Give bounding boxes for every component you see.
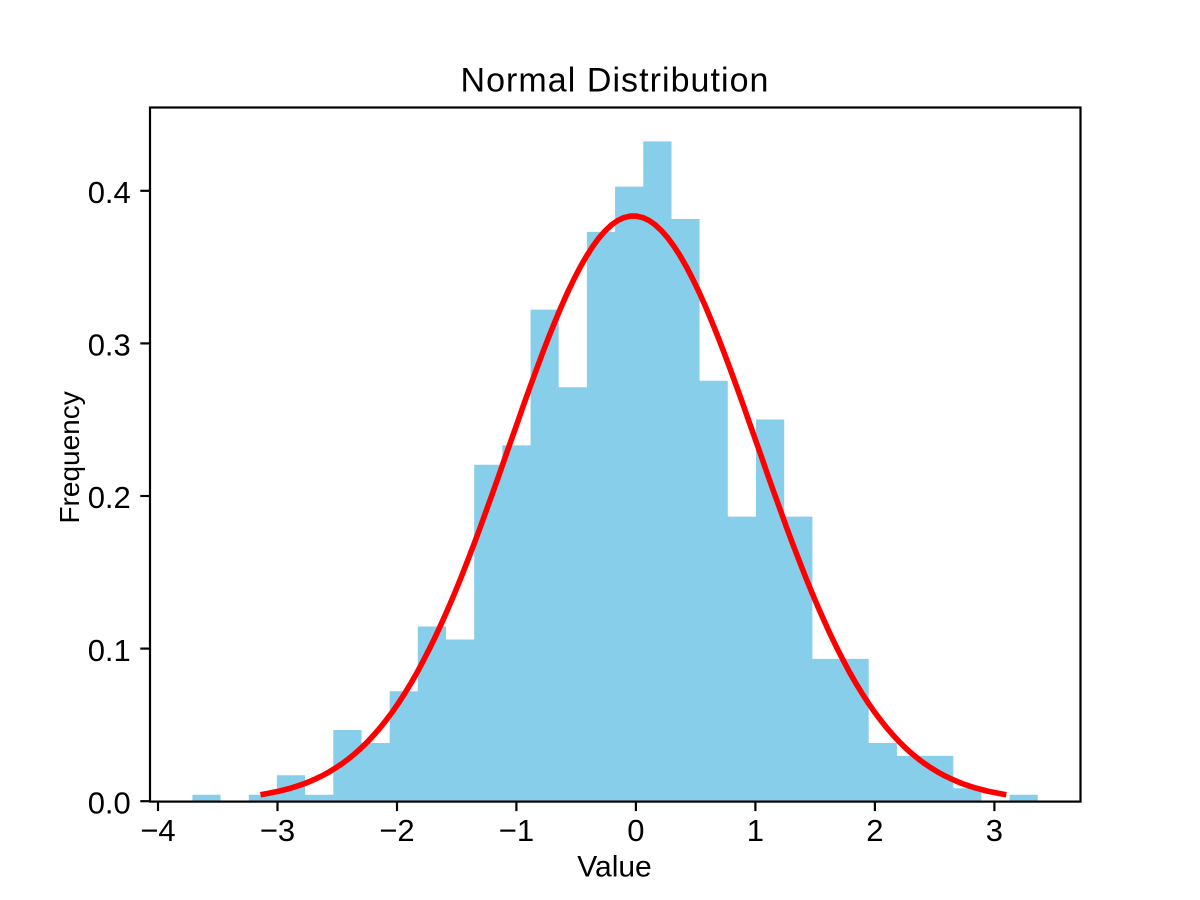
svg-text:Frequency: Frequency xyxy=(54,391,85,523)
svg-text:−4: −4 xyxy=(140,813,175,848)
svg-text:−1: −1 xyxy=(499,813,534,848)
svg-text:Normal Distribution: Normal Distribution xyxy=(460,62,769,100)
svg-text:0.2: 0.2 xyxy=(88,480,131,515)
svg-text:0.0: 0.0 xyxy=(88,785,131,820)
svg-text:−3: −3 xyxy=(260,813,295,848)
svg-text:−2: −2 xyxy=(379,813,414,848)
svg-text:3: 3 xyxy=(986,813,1003,848)
svg-text:0.1: 0.1 xyxy=(88,633,131,668)
svg-text:0.4: 0.4 xyxy=(88,175,131,210)
svg-text:1: 1 xyxy=(747,813,764,848)
svg-text:Value: Value xyxy=(577,851,652,884)
svg-text:2: 2 xyxy=(866,813,883,848)
svg-text:0: 0 xyxy=(627,813,644,848)
svg-text:0.3: 0.3 xyxy=(88,328,131,363)
